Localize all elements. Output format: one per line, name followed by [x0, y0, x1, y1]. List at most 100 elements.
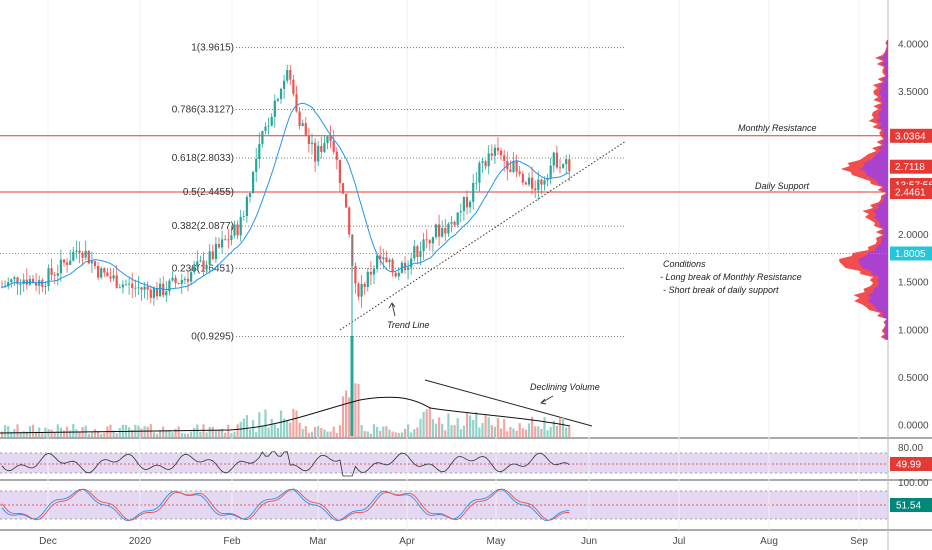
candle-body	[276, 99, 279, 101]
volume-bar	[472, 419, 475, 437]
candle-body	[475, 182, 478, 184]
volume-bar	[310, 431, 314, 437]
candle-body	[434, 224, 438, 238]
candle-body	[487, 153, 490, 167]
candle-body	[255, 158, 258, 172]
volume-bar	[190, 431, 193, 437]
candle-body	[388, 259, 391, 263]
candle-body	[31, 278, 35, 284]
volume-bar	[459, 429, 462, 437]
candle-body	[555, 152, 558, 168]
candle-body	[540, 179, 543, 185]
candle-body	[10, 279, 13, 283]
volume-bar	[534, 426, 537, 437]
candle-body	[481, 161, 484, 163]
volume-bar	[283, 418, 286, 437]
candle-body	[214, 243, 217, 260]
candle-body	[348, 207, 351, 235]
time-label: Jul	[673, 536, 686, 547]
volume-bar	[456, 418, 459, 437]
volume-bar	[168, 429, 171, 437]
candle-body	[264, 126, 267, 131]
candle-body	[93, 261, 97, 267]
candle-body	[248, 192, 252, 197]
candle-body	[152, 287, 155, 298]
time-label: Apr	[399, 536, 415, 547]
candle-body	[221, 239, 224, 248]
candle-body	[28, 278, 31, 285]
candle-body	[196, 261, 199, 267]
time-label: Feb	[223, 536, 241, 547]
time-axis[interactable]: Dec 2020 Feb Mar Apr May Jun Jul Aug Sep	[39, 536, 868, 547]
volume-bar	[270, 419, 273, 437]
price-badge-text: 2.4461	[895, 188, 926, 199]
candle-body	[537, 179, 540, 191]
candle-body	[217, 243, 221, 248]
volume-bar	[100, 433, 103, 437]
candle-body	[190, 272, 193, 282]
volume-bar	[434, 423, 438, 437]
candle-body	[438, 224, 441, 237]
conditions-title: Conditions	[663, 259, 706, 269]
volume-bar	[242, 418, 245, 437]
candle-body	[84, 250, 87, 258]
candle-body	[341, 183, 345, 194]
candle-body	[382, 257, 385, 260]
volume-bar	[518, 423, 521, 437]
volume-arrow	[540, 395, 554, 405]
volume-bar	[289, 422, 292, 437]
candle-body	[230, 235, 233, 241]
time-label: Mar	[309, 536, 327, 547]
candle-body	[177, 282, 180, 284]
candle-body	[428, 240, 431, 244]
candle-body	[258, 143, 261, 159]
candle-body	[531, 177, 534, 189]
candle-body	[115, 275, 118, 288]
volume-bar	[236, 424, 239, 437]
volume-bar	[174, 428, 177, 437]
volume-bar	[357, 383, 360, 437]
volume-bar	[186, 433, 190, 437]
volume-bar	[444, 430, 447, 437]
volume-bar	[475, 412, 478, 437]
candle-body	[357, 283, 360, 297]
candle-body	[521, 173, 524, 183]
volume-bar	[565, 427, 568, 437]
volume-bar	[28, 426, 31, 437]
volume-bar	[484, 414, 487, 437]
candle-body	[159, 283, 162, 297]
candle-body	[35, 283, 38, 286]
volume-bar	[25, 431, 28, 437]
candle-body	[236, 224, 239, 236]
volume-bar	[214, 430, 217, 437]
candle-body	[50, 268, 53, 275]
candle-body	[397, 272, 400, 277]
volume-bar	[41, 433, 44, 437]
volume-bar	[568, 426, 571, 437]
volume-bar	[382, 426, 385, 437]
volume-bar	[478, 427, 481, 437]
volume-bar	[131, 429, 134, 437]
volume-bar	[549, 426, 552, 437]
candle-body	[47, 268, 50, 287]
fib-label: 0.618(2.8033)	[172, 153, 234, 164]
candle-body	[25, 279, 28, 285]
volume-bar	[245, 415, 248, 437]
volume-bar	[540, 428, 543, 437]
candle-body	[69, 260, 72, 265]
fib-label: 0.5(2.4455)	[183, 187, 234, 198]
volume-bar	[543, 417, 546, 437]
candle-body	[453, 221, 456, 225]
volume-bar	[183, 433, 186, 437]
candle-body	[22, 279, 25, 285]
candle-body	[372, 268, 376, 275]
volume-bar	[366, 431, 369, 437]
candle-body	[72, 251, 75, 261]
volume-bar	[521, 428, 524, 437]
candle-body	[103, 268, 106, 273]
candle-body	[527, 177, 531, 185]
candle-body	[7, 282, 10, 287]
price-badge	[890, 128, 932, 143]
